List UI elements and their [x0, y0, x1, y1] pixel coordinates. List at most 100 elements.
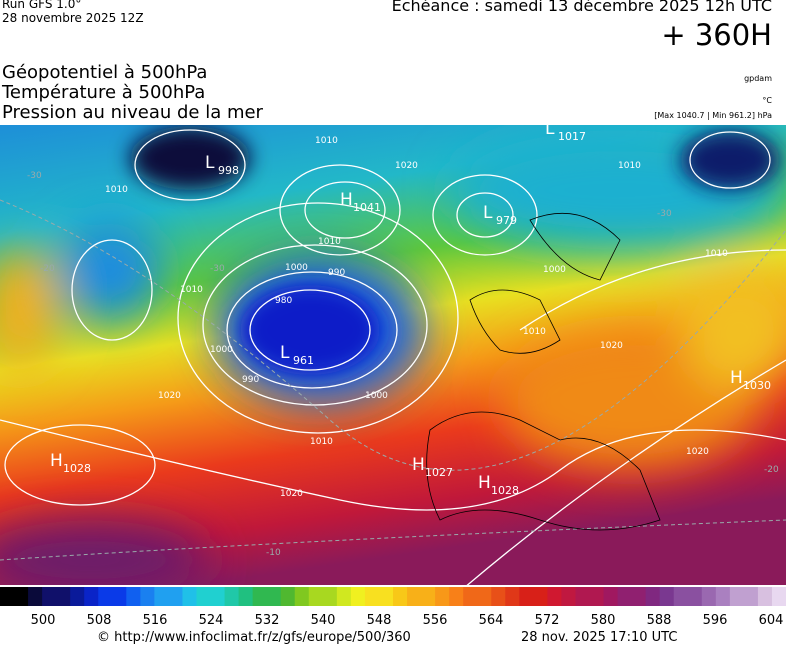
- colorbar-swatch: [0, 587, 15, 606]
- colorbar-swatch: [743, 587, 759, 606]
- colorbar-swatch: [28, 587, 43, 606]
- run-date: 28 novembre 2025 12Z: [2, 11, 144, 25]
- isotherm-label: -30: [210, 264, 225, 274]
- colorbar-swatch: [210, 587, 226, 606]
- isobar-label: 1020: [600, 341, 623, 351]
- isobar-label: 1000: [543, 265, 566, 275]
- colorbar-swatch: [224, 587, 240, 606]
- isobar-label: 1010: [523, 327, 546, 337]
- colorbar-swatch: [631, 587, 647, 606]
- colorbar-swatch: [14, 587, 29, 606]
- center-type: H: [50, 451, 63, 471]
- colorbar-swatch: [729, 587, 745, 606]
- colorbar-swatch: [407, 587, 422, 606]
- colorbar-swatch: [519, 587, 534, 606]
- source-url: © http://www.infoclimat.fr/z/gfs/europe/…: [97, 630, 411, 645]
- center-value: 1041: [353, 201, 381, 214]
- colorbar-swatch: [687, 587, 703, 606]
- run-label: Run GFS 1.0°: [2, 0, 82, 11]
- isobar-label: 1020: [280, 489, 303, 499]
- colorbar-tick-label: 564: [479, 613, 504, 628]
- isobar-label: 1000: [365, 391, 388, 401]
- colorbar-swatch: [505, 587, 520, 606]
- colorbar-swatch: [308, 587, 324, 606]
- isobar-label: 990: [328, 268, 345, 278]
- colorbar-swatch: [463, 587, 478, 606]
- colorbar-swatch: [42, 587, 57, 606]
- isobar-label: 1020: [395, 161, 418, 171]
- center-value: 998: [218, 164, 239, 177]
- colorbar-tick-label: 524: [199, 613, 224, 628]
- colorbar-swatch: [70, 587, 85, 606]
- isobar-label: 1010: [318, 237, 341, 247]
- center-value: 979: [496, 214, 517, 227]
- center-type: L: [483, 203, 493, 223]
- colorbar-swatch: [336, 587, 352, 606]
- colorbar-swatch: [617, 587, 633, 606]
- colorbar-swatch: [196, 587, 212, 606]
- colorbar-swatch: [112, 587, 127, 606]
- center-type: H: [412, 455, 425, 475]
- colorbar-tick-label: 580: [591, 613, 616, 628]
- colorbar-swatch: [435, 587, 450, 606]
- colorbar-swatch: [294, 587, 310, 606]
- center-type: L: [545, 119, 555, 139]
- colorbar-swatch: [126, 587, 141, 606]
- colorbar-swatch: [252, 587, 268, 606]
- colorbar-swatch: [98, 587, 113, 606]
- isobar-label: 1010: [105, 185, 128, 195]
- colorbar-swatch: [757, 587, 773, 606]
- colorbar-swatch: [547, 587, 562, 606]
- colorbar-swatch: [673, 587, 689, 606]
- isobar-label: 1010: [310, 437, 333, 447]
- center-value: 1028: [63, 462, 91, 475]
- unit: °C: [762, 96, 772, 105]
- colorbar-swatch: [589, 587, 605, 606]
- colorbar-swatch: [140, 587, 155, 606]
- title: Pression au niveau de la mer: [2, 102, 263, 123]
- colorbar-swatch: [701, 587, 717, 606]
- center-value: 1028: [491, 484, 519, 497]
- colorbar-tick-label: 532: [255, 613, 280, 628]
- unit: [Max 1040.7 | Min 961.2] hPa: [654, 111, 772, 120]
- colorbar-swatch: [84, 587, 99, 606]
- colorbar-tick-label: 540: [311, 613, 336, 628]
- colorbar-tick-label: 500: [31, 613, 56, 628]
- colorbar-swatch: [771, 587, 786, 606]
- center-type: L: [280, 343, 290, 363]
- colorbar-swatch: [449, 587, 464, 606]
- colorbar-tick-label: 596: [703, 613, 728, 628]
- colorbar-tick-label: 556: [423, 613, 448, 628]
- center-value: 1030: [743, 379, 771, 392]
- colorbar-swatch: [168, 587, 183, 606]
- colorbar-swatch: [154, 587, 169, 606]
- center-value: 1027: [425, 466, 453, 479]
- isobar-label: 1020: [158, 391, 181, 401]
- center-type: L: [205, 153, 215, 173]
- isotherm-label: -30: [657, 209, 672, 219]
- isotherm-label: -20: [764, 465, 779, 475]
- isobar-label: 990: [242, 375, 259, 385]
- colorbar-tick-label: 508: [87, 613, 112, 628]
- isobar-label: 1020: [686, 447, 709, 457]
- colorbar-swatch: [378, 587, 394, 606]
- colorbar-tick-label: 588: [647, 613, 672, 628]
- colorbar-swatch: [56, 587, 71, 606]
- lead-time: + 360H: [661, 18, 772, 52]
- isobar-label: 1010: [180, 285, 203, 295]
- valid-time: Echéance : samedi 13 décembre 2025 12h U…: [391, 0, 772, 15]
- isotherm-label: -10: [266, 548, 281, 558]
- colorbar-swatch: [477, 587, 492, 606]
- colorbar-swatch: [561, 587, 576, 606]
- colorbar-swatch: [266, 587, 282, 606]
- colorbar-swatch: [575, 587, 590, 606]
- title: Température à 500hPa: [2, 82, 206, 103]
- center-value: 961: [293, 354, 314, 367]
- isobar-label: 980: [275, 296, 292, 306]
- center-type: H: [730, 368, 743, 388]
- timestamp: 28 nov. 2025 17:10 UTC: [521, 630, 678, 645]
- center-value: 1017: [558, 130, 586, 143]
- colorbar-tick-label: 516: [143, 613, 168, 628]
- colorbar-swatch: [533, 587, 548, 606]
